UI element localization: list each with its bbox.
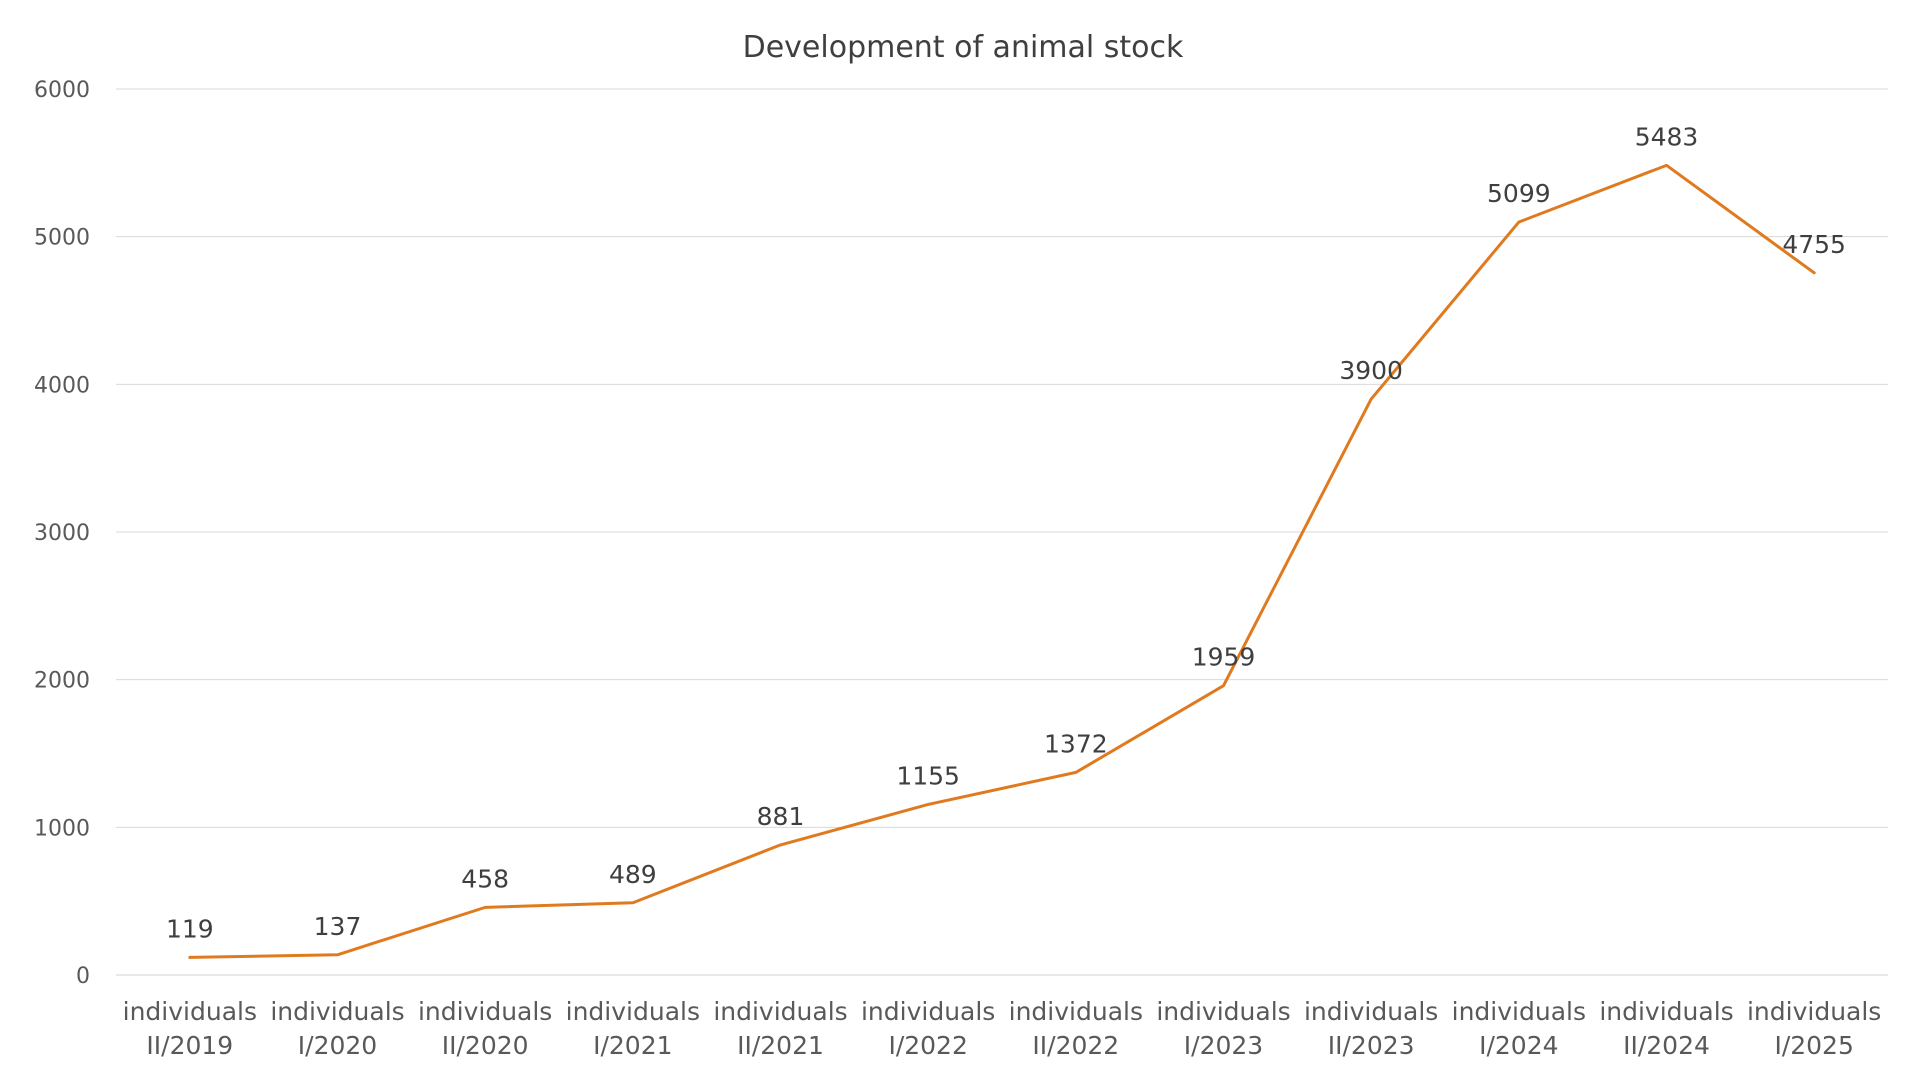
x-tick-label: individuals II/2019 [123, 997, 257, 1060]
x-tick-label-line: individuals [1747, 997, 1881, 1026]
x-tick-label-line: individuals [1156, 997, 1290, 1026]
data-label: 137 [314, 912, 362, 941]
data-label: 1372 [1044, 729, 1108, 758]
x-tick-label: individuals I/2025 [1747, 997, 1881, 1060]
x-tick-label: individuals I/2024 [1452, 997, 1586, 1060]
data-label: 119 [166, 914, 214, 943]
data-labels: 119 137 458 489 881 1155 1372 1959 3900 5099 5483 4… [166, 122, 1846, 943]
x-tick-label: individuals I/2020 [270, 997, 404, 1060]
x-tick-label: individuals II/2023 [1304, 997, 1438, 1060]
x-tick-label-line: individuals [1009, 997, 1143, 1026]
x-tick-label: individuals II/2021 [713, 997, 847, 1060]
y-tick-label: 0 [76, 964, 90, 989]
x-tick-label-line: individuals [418, 997, 552, 1026]
x-tick-label-line: I/2024 [1479, 1031, 1558, 1060]
x-tick-label-line: I/2022 [888, 1031, 967, 1060]
x-tick-label: individuals II/2020 [418, 997, 552, 1060]
x-tick-label-line: I/2020 [298, 1031, 377, 1060]
x-tick-label-line: individuals [861, 997, 995, 1026]
x-tick-label-line: individuals [270, 997, 404, 1026]
data-label: 1155 [896, 761, 960, 790]
y-axis: 0 1000 2000 3000 4000 5000 6000 [34, 78, 90, 989]
x-tick-label-line: individuals [1452, 997, 1586, 1026]
y-tick-label: 4000 [34, 373, 90, 398]
data-label: 489 [609, 860, 657, 889]
x-tick-label-line: individuals [713, 997, 847, 1026]
x-tick-label-line: I/2021 [593, 1031, 672, 1060]
x-tick-label-line: II/2019 [146, 1031, 233, 1060]
gridlines [116, 89, 1888, 827]
x-tick-label: individuals I/2021 [566, 997, 700, 1060]
data-label: 1959 [1192, 643, 1256, 672]
y-tick-label: 2000 [34, 669, 90, 694]
x-tick-label-line: individuals [566, 997, 700, 1026]
y-tick-label: 6000 [34, 78, 90, 103]
data-label: 5099 [1487, 179, 1551, 208]
x-tick-label-line: individuals [1599, 997, 1733, 1026]
data-label: 4755 [1782, 230, 1846, 259]
x-tick-label-line: II/2020 [442, 1031, 529, 1060]
x-tick-label-line: II/2021 [737, 1031, 824, 1060]
y-tick-label: 1000 [34, 816, 90, 841]
x-tick-label-line: individuals [1304, 997, 1438, 1026]
x-tick-label: individuals II/2024 [1599, 997, 1733, 1060]
x-tick-label-line: II/2023 [1328, 1031, 1415, 1060]
y-tick-label: 3000 [34, 521, 90, 546]
x-tick-label-line: I/2023 [1184, 1031, 1263, 1060]
series [190, 165, 1815, 957]
x-tick-label-line: II/2022 [1032, 1031, 1119, 1060]
x-tick-label: individuals I/2022 [861, 997, 995, 1060]
x-tick-label: individuals I/2023 [1156, 997, 1290, 1060]
data-label: 458 [461, 864, 509, 893]
x-tick-label-line: I/2025 [1774, 1031, 1853, 1060]
y-tick-label: 5000 [34, 226, 90, 251]
data-label: 881 [757, 802, 805, 831]
x-tick-label-line: individuals [123, 997, 257, 1026]
chart-title: Development of animal stock [743, 30, 1184, 65]
series-line [190, 165, 1814, 957]
data-label: 3900 [1339, 356, 1403, 385]
data-label: 5483 [1635, 122, 1699, 151]
x-tick-label-line: II/2024 [1623, 1031, 1710, 1060]
x-tick-label: individuals II/2022 [1009, 997, 1143, 1060]
